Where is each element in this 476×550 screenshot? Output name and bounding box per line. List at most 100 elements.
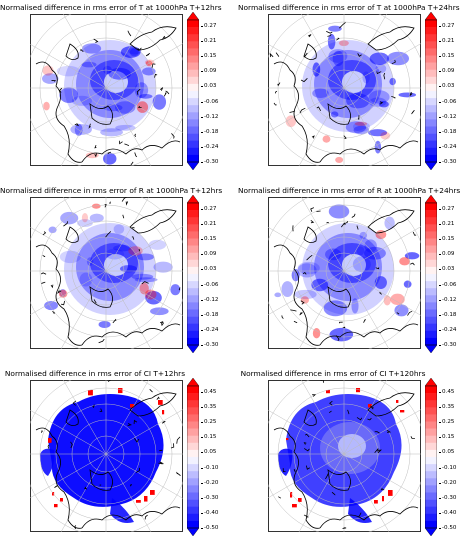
colorbar-step (187, 499, 199, 507)
colorbar-step (187, 147, 199, 156)
colorbar-step (425, 252, 437, 261)
colorbar-tick-mark (439, 71, 441, 73)
colorbar-tick-label: 0.15 (442, 53, 455, 60)
colorbar-tick-mark (439, 131, 441, 133)
map-panel: Normalised difference in rms error of CI… (238, 366, 476, 549)
colorbar-tick-label: 0.15 (204, 236, 217, 243)
colorbar-outline (187, 202, 199, 346)
colorbar-tick-mark (201, 269, 203, 271)
colorbar-step (187, 259, 199, 268)
colorbar (425, 378, 437, 536)
colorbar-tick-label: 0.15 (442, 434, 455, 441)
colorbar-step (425, 112, 437, 120)
colorbar-tick-label: -0.06 (442, 281, 457, 288)
colorbar-step (187, 492, 199, 500)
colorbar-tick-mark (201, 512, 203, 514)
colorbar-tick-mark (439, 209, 441, 210)
colorbar-tick-label: -0.18 (442, 128, 457, 135)
colorbar-tick-mark (439, 512, 441, 514)
colorbar-step (425, 520, 437, 529)
colorbar-step (425, 471, 437, 479)
colorbar-step (425, 492, 437, 500)
colorbar-tick-mark (201, 329, 203, 331)
map-panel: Normalised difference in rms error of CI… (0, 366, 238, 549)
colorbar-tick-label: 0.45 (204, 389, 217, 395)
colorbar-tick-label: -0.12 (204, 296, 219, 303)
colorbar-step (187, 485, 199, 493)
colorbar-step (187, 513, 199, 522)
colorbar-tick-label: 0.27 (204, 206, 217, 212)
colorbar-ticks: 0.45 0.35 0.25 0.15 0.05 -0.10 -0.20 -0.30 -0.40… (201, 366, 237, 549)
colorbar-tick-label: -0.30 (204, 159, 219, 165)
polar-map (268, 14, 421, 166)
colorbar-tick-label: 0.09 (204, 251, 217, 258)
colorbar-step (425, 337, 437, 346)
colorbar-tick-mark (439, 314, 441, 316)
panel-title: Normalised difference in rms error of R … (238, 186, 461, 195)
colorbar-extend-max (425, 12, 437, 21)
colorbar-tick-label: -0.50 (204, 525, 219, 531)
colorbar-step (425, 147, 437, 156)
colorbar-tick-mark (201, 422, 203, 424)
colorbar-step (425, 478, 437, 486)
colorbar-tick-mark (201, 224, 203, 226)
colorbar-step (187, 414, 199, 422)
colorbar-step (187, 112, 199, 120)
colorbar-tick-mark (439, 56, 441, 58)
colorbar-tick-label: 0.25 (442, 419, 455, 426)
colorbar-tick-mark (201, 392, 203, 393)
colorbar-step (187, 478, 199, 486)
colorbar-step (425, 20, 437, 28)
colorbar-tick-label: 0.21 (442, 38, 455, 45)
panel-title: Normalised difference in rms error of R … (0, 186, 223, 195)
colorbar-step (187, 41, 199, 49)
colorbar-step (187, 140, 199, 149)
colorbar-outline (187, 19, 199, 163)
colorbar-tick-label: -0.12 (204, 113, 219, 120)
colorbar-tick-label: 0.05 (204, 449, 217, 456)
graticule (30, 14, 183, 166)
colorbar (187, 12, 199, 170)
colorbar-step (187, 337, 199, 346)
colorbar-step (425, 281, 437, 289)
colorbar-step (425, 69, 437, 78)
colorbar-tick-mark (439, 162, 441, 163)
colorbar-tick-label: 0.09 (442, 68, 455, 75)
colorbar-step (425, 259, 437, 268)
colorbar-step (425, 400, 437, 408)
colorbar-step (187, 105, 199, 113)
colorbar-step (187, 83, 199, 92)
colorbar-tick-label: -0.06 (204, 281, 219, 288)
colorbar-tick-label: -0.10 (442, 464, 457, 471)
colorbar-step (425, 499, 437, 507)
colorbar-tick-mark (439, 284, 441, 286)
colorbar-tick-mark (201, 26, 203, 27)
colorbar-step (187, 55, 199, 63)
colorbar-tick-label: 0.35 (442, 404, 455, 411)
colorbar-tick-label: 0.05 (442, 449, 455, 456)
colorbar-step (187, 224, 199, 232)
coastlines (35, 26, 181, 166)
colorbar-tick-label: 0.27 (442, 206, 455, 212)
colorbar-tick-mark (439, 407, 441, 409)
colorbar-tick-label: -0.24 (442, 326, 457, 333)
colorbar-step (425, 55, 437, 63)
colorbar-extend-min (425, 344, 437, 353)
colorbar-tick-label: -0.10 (204, 464, 219, 471)
colorbar-step (425, 224, 437, 232)
colorbar-step (425, 513, 437, 522)
colorbar-tick-mark (439, 86, 441, 88)
colorbar-step (425, 217, 437, 225)
colorbar-extend-max (187, 195, 199, 204)
colorbar-step (425, 393, 437, 401)
colorbar-extend-min (187, 527, 199, 536)
colorbar-tick-mark (439, 437, 441, 439)
colorbar-tick-label: 0.35 (204, 404, 217, 411)
colorbar-tick-label: 0.21 (204, 221, 217, 228)
coastlines (269, 22, 419, 163)
colorbar (187, 378, 199, 536)
colorbar-step (187, 457, 199, 465)
colorbar (425, 195, 437, 353)
colorbar-step (187, 245, 199, 253)
colorbar-step (187, 330, 199, 339)
